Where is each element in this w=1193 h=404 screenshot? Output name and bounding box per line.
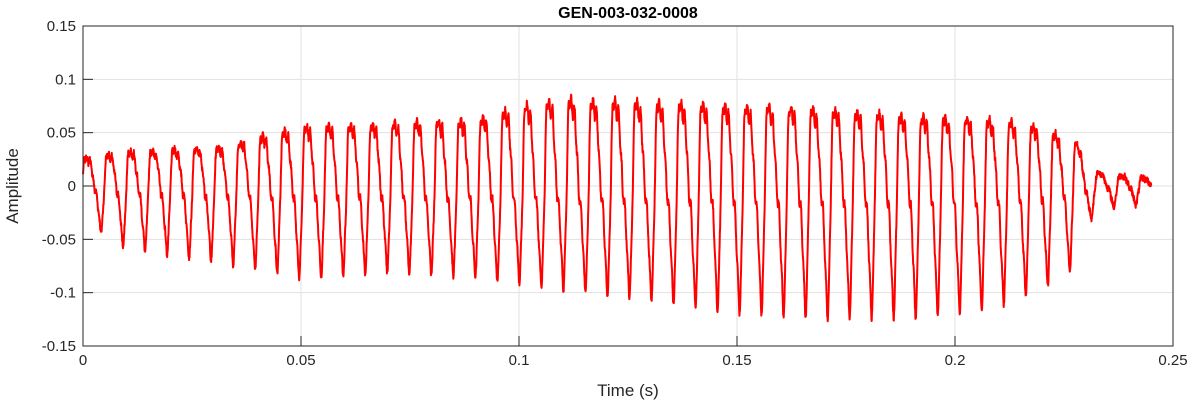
y-tick-label: 0.15: [47, 18, 76, 35]
y-tick-label: 0.05: [47, 125, 76, 142]
chart-title: GEN-003-032-0008: [558, 5, 698, 22]
x-axis-label: Time (s): [597, 381, 659, 400]
x-tick-label: 0.1: [509, 352, 530, 369]
x-tick-labels: 0 0.05 0.1 0.15 0.2 0.25: [79, 352, 1188, 369]
ticks: [82, 25, 1174, 347]
x-tick-label: 0.25: [1158, 352, 1187, 369]
y-axis-label: Amplitude: [3, 148, 22, 224]
series-line: [82, 93, 1153, 323]
x-tick-label: 0.2: [945, 352, 966, 369]
x-tick-label: 0.15: [722, 352, 751, 369]
x-tick-label: 0.05: [286, 352, 315, 369]
y-tick-label: 0.1: [55, 71, 76, 88]
y-tick-labels: 0.15 0.1 0.05 0 -0.05 -0.1 -0.15: [42, 18, 76, 355]
y-tick-label: -0.1: [50, 285, 76, 302]
y-tick-label: 0: [68, 178, 76, 195]
y-tick-label: -0.15: [42, 338, 76, 355]
y-tick-label: -0.05: [42, 231, 76, 248]
x-tick-label: 0: [79, 352, 87, 369]
